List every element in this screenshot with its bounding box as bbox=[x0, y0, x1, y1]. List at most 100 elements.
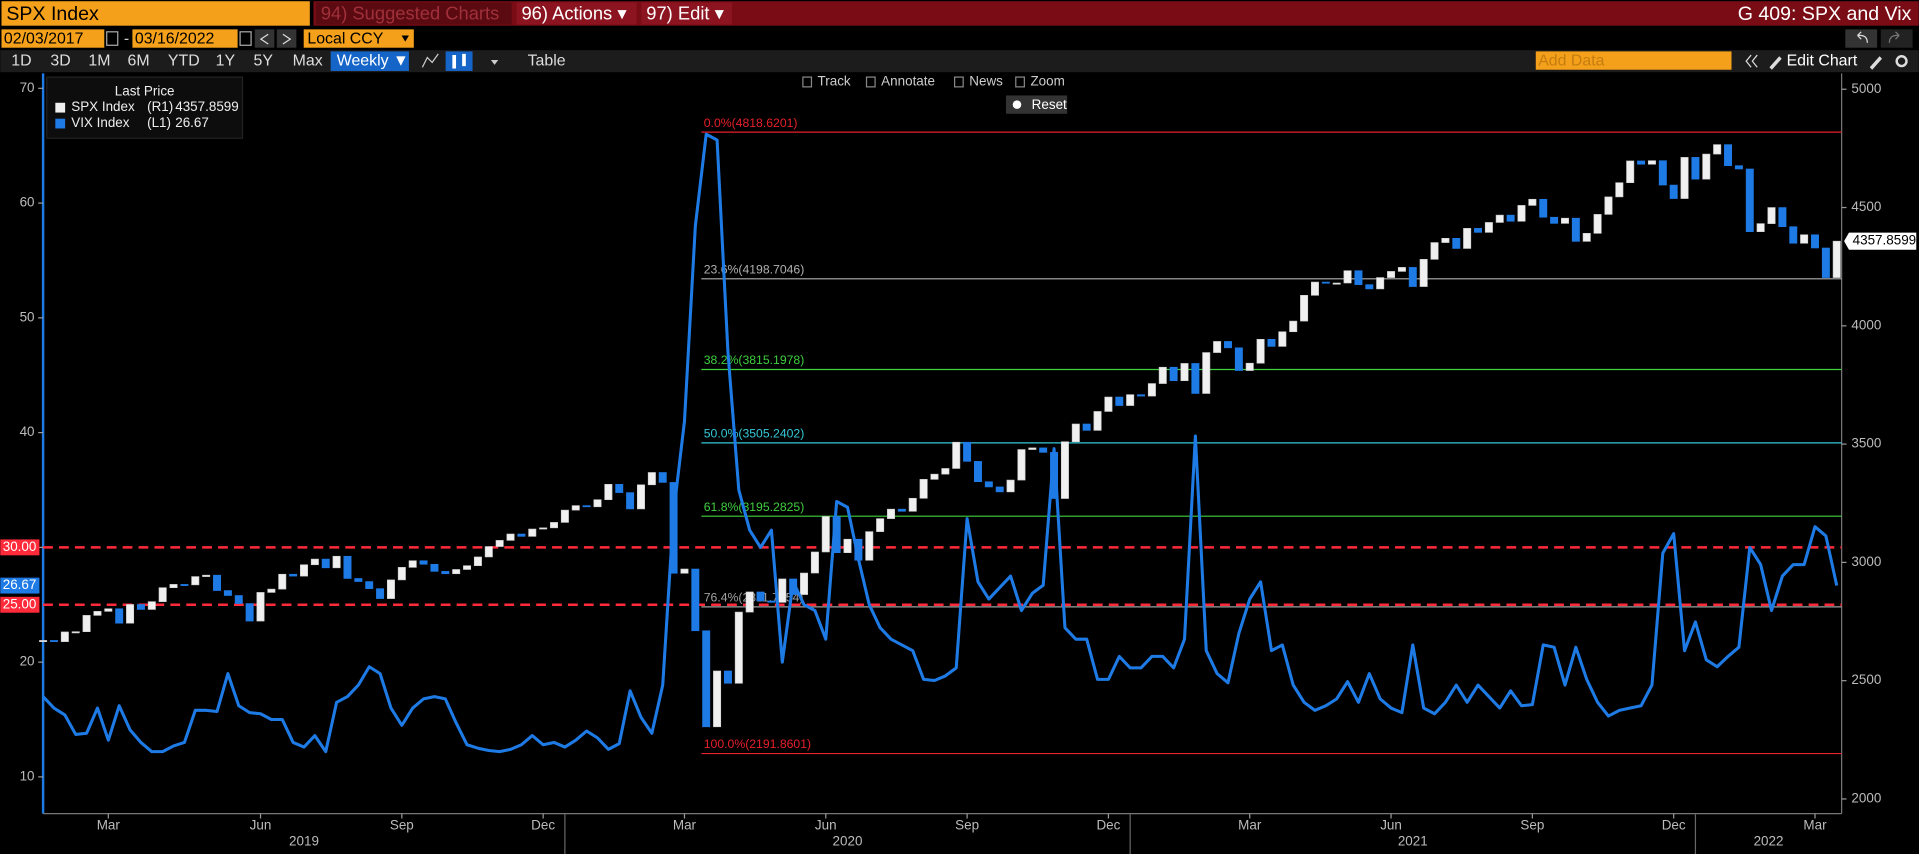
next-button[interactable] bbox=[276, 29, 297, 48]
candle bbox=[843, 538, 852, 553]
candle bbox=[1224, 341, 1232, 349]
start-date-field[interactable] bbox=[1, 29, 105, 48]
candle bbox=[745, 591, 754, 613]
period-button[interactable]: 1M bbox=[88, 52, 110, 69]
period-button[interactable]: 1D bbox=[11, 52, 31, 69]
candle bbox=[430, 563, 439, 572]
candle bbox=[1734, 165, 1743, 170]
candle bbox=[1637, 160, 1646, 165]
settings-icon[interactable] bbox=[1895, 55, 1908, 68]
period-button[interactable]: Max bbox=[293, 52, 323, 69]
edit-chart[interactable]: Edit Chart bbox=[1787, 52, 1858, 69]
undo-icon bbox=[1857, 31, 1868, 43]
currency[interactable]: Local CCY bbox=[307, 30, 383, 47]
period-button[interactable]: 6M bbox=[128, 52, 150, 69]
candle bbox=[1484, 222, 1493, 233]
x-tick-label: Jun bbox=[250, 817, 272, 832]
reference-label: 30.00 bbox=[3, 539, 37, 554]
candle bbox=[1528, 198, 1537, 206]
period-button[interactable]: 3D bbox=[50, 52, 70, 69]
reset-button[interactable] bbox=[1005, 95, 1068, 114]
suggested[interactable]: 94) Suggested Charts bbox=[321, 3, 499, 24]
x-tick-label: Mar bbox=[1238, 817, 1262, 832]
edit-button[interactable] bbox=[641, 2, 732, 25]
dropdown-arrow[interactable] bbox=[490, 59, 499, 65]
period-button[interactable]: 5Y bbox=[254, 52, 274, 69]
tool-icon[interactable] bbox=[953, 76, 964, 88]
candle bbox=[1658, 160, 1667, 186]
calendar-icon[interactable] bbox=[239, 31, 252, 46]
fib-label: 100.0%(2191.8601) bbox=[704, 737, 811, 751]
calendar-icon[interactable] bbox=[106, 31, 119, 46]
legend-swatch bbox=[55, 118, 66, 129]
candle bbox=[1191, 363, 1200, 394]
actions-button[interactable] bbox=[516, 2, 637, 25]
chart-tool[interactable]: Annotate bbox=[881, 74, 935, 89]
candle bbox=[1474, 228, 1482, 233]
security[interactable]: SPX Index bbox=[6, 3, 99, 25]
candle bbox=[1550, 216, 1559, 224]
candle bbox=[626, 492, 635, 510]
chart-tool[interactable]: News bbox=[969, 74, 1003, 89]
candle bbox=[1767, 207, 1776, 224]
tool-icon[interactable] bbox=[1015, 76, 1025, 88]
y2-tick-label: 4000 bbox=[1851, 317, 1881, 332]
period-button[interactable]: 1Y bbox=[216, 52, 236, 69]
candle bbox=[550, 522, 558, 529]
chart-title: G 409: SPX and Vix bbox=[1738, 3, 1912, 25]
edit-icon[interactable] bbox=[1869, 56, 1883, 70]
legend bbox=[46, 76, 244, 139]
tool-icon[interactable] bbox=[802, 76, 813, 88]
currency-field[interactable] bbox=[303, 29, 414, 48]
edit[interactable]: 97) Edit ▾ bbox=[646, 3, 724, 24]
actions[interactable]: 96) Actions ▾ bbox=[521, 3, 626, 24]
dropdown-arrow bbox=[401, 35, 409, 42]
candle bbox=[680, 568, 689, 574]
candle bbox=[49, 640, 58, 642]
end-date-field[interactable] bbox=[132, 29, 238, 48]
candle bbox=[245, 603, 254, 622]
candle bbox=[223, 590, 232, 596]
candle bbox=[1506, 214, 1515, 222]
tool-icon[interactable] bbox=[865, 76, 876, 88]
period-button[interactable]: YTD bbox=[168, 52, 200, 69]
candle bbox=[615, 484, 624, 493]
line-style-icon[interactable] bbox=[421, 53, 439, 68]
frequency-button[interactable] bbox=[330, 51, 409, 71]
last-value-label: 4357.8599 bbox=[1853, 233, 1917, 248]
table[interactable]: Table bbox=[528, 52, 566, 69]
security-field[interactable] bbox=[1, 1, 310, 26]
candle bbox=[1745, 168, 1754, 232]
candle bbox=[473, 556, 482, 567]
candle bbox=[495, 540, 504, 547]
candle bbox=[1234, 347, 1243, 371]
add-data-field[interactable] bbox=[1535, 51, 1732, 70]
candle bbox=[1626, 160, 1635, 184]
candle bbox=[213, 574, 222, 591]
suggested-button[interactable] bbox=[315, 2, 512, 25]
collapse-icon[interactable] bbox=[1745, 54, 1758, 68]
candle-style-button[interactable] bbox=[445, 51, 473, 71]
last-value-box bbox=[1844, 232, 1917, 250]
chart-tool[interactable]: Track bbox=[818, 74, 851, 89]
candle bbox=[984, 481, 993, 488]
candle bbox=[1463, 228, 1472, 249]
prev-button[interactable] bbox=[254, 29, 275, 48]
candle bbox=[1495, 214, 1504, 223]
candle bbox=[952, 441, 961, 469]
candle bbox=[1702, 153, 1711, 180]
frequency[interactable]: Weekly ▼ bbox=[337, 52, 409, 69]
candle bbox=[289, 573, 298, 577]
candle bbox=[1289, 320, 1298, 333]
end-date[interactable]: 03/16/2022 bbox=[135, 30, 215, 47]
reset[interactable]: Reset bbox=[1032, 97, 1067, 112]
y2-tick-label: 4500 bbox=[1851, 199, 1881, 214]
candle bbox=[147, 601, 156, 610]
add-data[interactable]: Add Data bbox=[1538, 52, 1604, 69]
candle bbox=[1137, 394, 1146, 397]
fib-label: 23.6%(4198.7046) bbox=[704, 262, 805, 276]
chart-tool[interactable]: Zoom bbox=[1030, 74, 1064, 89]
candle bbox=[941, 468, 950, 475]
reset-icon bbox=[1012, 100, 1022, 109]
start-date[interactable]: 02/03/2017 bbox=[4, 30, 84, 47]
